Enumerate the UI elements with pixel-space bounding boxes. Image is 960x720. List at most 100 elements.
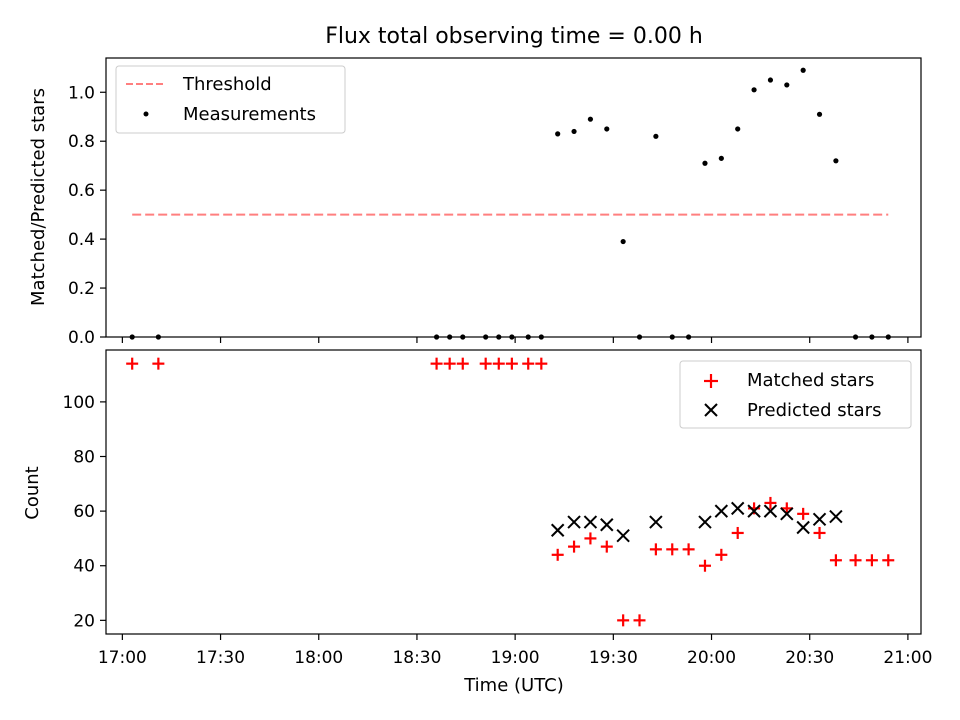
matched-stars-point bbox=[649, 543, 662, 556]
bottom-x-tick-label: 18:00 bbox=[294, 648, 343, 668]
bottom-legend-box bbox=[679, 360, 912, 429]
measurement-point bbox=[571, 128, 577, 135]
measurement-point bbox=[833, 158, 839, 164]
matched-stars-point bbox=[698, 559, 711, 572]
matched-stars-point bbox=[666, 543, 679, 556]
matched-stars-point bbox=[780, 502, 793, 515]
bottom-y-tick-label: 40 bbox=[73, 557, 95, 577]
bottom-y-tick-label: 80 bbox=[73, 448, 95, 468]
bottom-axes-frame bbox=[105, 349, 922, 635]
predicted-stars-point bbox=[649, 515, 663, 529]
top-y-tick-label: 0.4 bbox=[68, 230, 95, 250]
top-panel: 0.0 0.2 0.4 0.6 0.8 1.0 Matched/Predicted sta… bbox=[28, 57, 922, 348]
predicted-stars-point bbox=[698, 515, 712, 529]
top-x-ticks bbox=[121, 337, 909, 343]
bottom-x-tick-label: 19:30 bbox=[589, 648, 638, 668]
matched-stars-point bbox=[584, 532, 597, 545]
matched-stars-point bbox=[715, 548, 728, 561]
matched-stars-point bbox=[865, 554, 878, 567]
top-y-tick-label: 0.6 bbox=[68, 181, 95, 201]
matched-stars-point bbox=[829, 554, 842, 567]
measurement-point bbox=[653, 133, 659, 139]
predicted-stars-point bbox=[763, 504, 778, 518]
predicted-legend-swatch bbox=[704, 403, 718, 417]
top-legend-box bbox=[115, 65, 346, 134]
measurements-legend-swatch bbox=[143, 111, 149, 117]
bottom-y-ticks: 20 40 60 80 100 bbox=[63, 393, 106, 631]
measurement-point bbox=[620, 238, 626, 245]
predicted-stars-point bbox=[550, 523, 565, 537]
bottom-x-tick-label: 20:00 bbox=[687, 648, 736, 668]
measurement-point bbox=[555, 131, 561, 137]
measurements-legend-label: Measurements bbox=[183, 104, 316, 125]
predicted-stars-point bbox=[730, 501, 745, 516]
bottom-panel: 20 40 60 80 100 17:00 17:30 18:00 18:30 19:00 19:… bbox=[22, 349, 932, 696]
bottom-x-tick-label: 19:00 bbox=[491, 648, 540, 668]
bottom-y-tick-label: 60 bbox=[73, 502, 95, 522]
predicted-stars-point bbox=[600, 518, 614, 532]
bottom-x-tick-label: 18:30 bbox=[392, 648, 441, 668]
matched-stars-point bbox=[522, 357, 535, 370]
matched-stars-point bbox=[600, 540, 613, 553]
matched-stars-point bbox=[682, 543, 695, 556]
top-axes-frame bbox=[105, 57, 922, 338]
predicted-stars-point bbox=[780, 507, 794, 521]
predicted-stars-point bbox=[567, 515, 581, 529]
top-y-tick-label: 1.0 bbox=[68, 83, 95, 103]
matched-stars-point bbox=[505, 357, 518, 370]
top-y-tick-label: 0.2 bbox=[68, 279, 95, 299]
matched-stars-point bbox=[568, 540, 581, 553]
measurement-point bbox=[587, 116, 594, 122]
measurement-point bbox=[702, 160, 708, 166]
matched-stars-point bbox=[617, 614, 630, 627]
bottom-x-axis-label: Time (UTC) bbox=[463, 675, 564, 696]
predicted-stars-point bbox=[714, 504, 729, 518]
measurement-point bbox=[816, 111, 823, 117]
matched-stars-point bbox=[849, 554, 862, 567]
top-y-tick-label: 0.8 bbox=[68, 132, 95, 152]
bottom-x-tick-label: 21:00 bbox=[883, 648, 932, 668]
measurement-point bbox=[735, 126, 741, 132]
matched-legend-label: Matched stars bbox=[747, 370, 874, 391]
matched-stars-point bbox=[797, 507, 810, 520]
predicted-stars-point bbox=[812, 512, 827, 527]
matched-stars-point bbox=[126, 357, 139, 370]
matched-stars-point bbox=[152, 357, 165, 370]
figure-title: Flux total observing time = 0.00 h bbox=[325, 24, 703, 49]
matched-stars-point bbox=[430, 357, 443, 370]
matched-stars-point bbox=[731, 526, 744, 539]
predicted-stars-point bbox=[796, 520, 810, 535]
measurement-point bbox=[718, 155, 724, 161]
bottom-x-tick-label: 17:00 bbox=[98, 648, 147, 668]
top-legend: Threshold Measurements bbox=[115, 65, 346, 134]
matched-stars-point bbox=[443, 357, 456, 370]
matched-stars-point bbox=[633, 614, 646, 627]
matched-stars-point bbox=[764, 496, 777, 509]
top-y-axis-label: Matched/Predicted stars bbox=[28, 88, 49, 306]
matched-stars-point bbox=[813, 526, 826, 539]
predicted-stars-point bbox=[829, 509, 843, 524]
predicted-stars-point bbox=[616, 528, 630, 543]
bottom-y-tick-label: 20 bbox=[73, 611, 95, 631]
matched-stars-point bbox=[535, 357, 548, 370]
top-y-ticks: 0.0 0.2 0.4 0.6 0.8 1.0 bbox=[68, 83, 106, 348]
predicted-stars-point bbox=[747, 504, 761, 518]
matched-legend-swatch bbox=[704, 374, 718, 388]
matched-stars-point bbox=[748, 502, 761, 515]
bottom-y-tick-label: 100 bbox=[63, 393, 95, 413]
bottom-y-axis-label: Count bbox=[22, 466, 43, 519]
bottom-x-tick-label: 17:30 bbox=[196, 648, 245, 668]
matched-stars-point bbox=[456, 357, 469, 370]
measurement-point bbox=[784, 82, 790, 88]
bottom-plot-area bbox=[126, 357, 895, 627]
top-y-tick-label: 0.0 bbox=[68, 328, 95, 348]
matched-stars-point bbox=[479, 357, 492, 370]
bottom-x-ticks: 17:00 17:30 18:00 18:30 19:00 19:30 20:00 20:30… bbox=[98, 634, 932, 668]
matched-stars-point bbox=[492, 357, 505, 370]
measurement-point bbox=[751, 87, 757, 93]
measurement-point bbox=[767, 77, 774, 83]
threshold-legend-label: Threshold bbox=[182, 74, 272, 95]
predicted-stars-point bbox=[583, 515, 598, 529]
bottom-legend: Matched stars Predicted stars bbox=[679, 360, 912, 429]
bottom-x-tick-label: 20:30 bbox=[785, 648, 834, 668]
